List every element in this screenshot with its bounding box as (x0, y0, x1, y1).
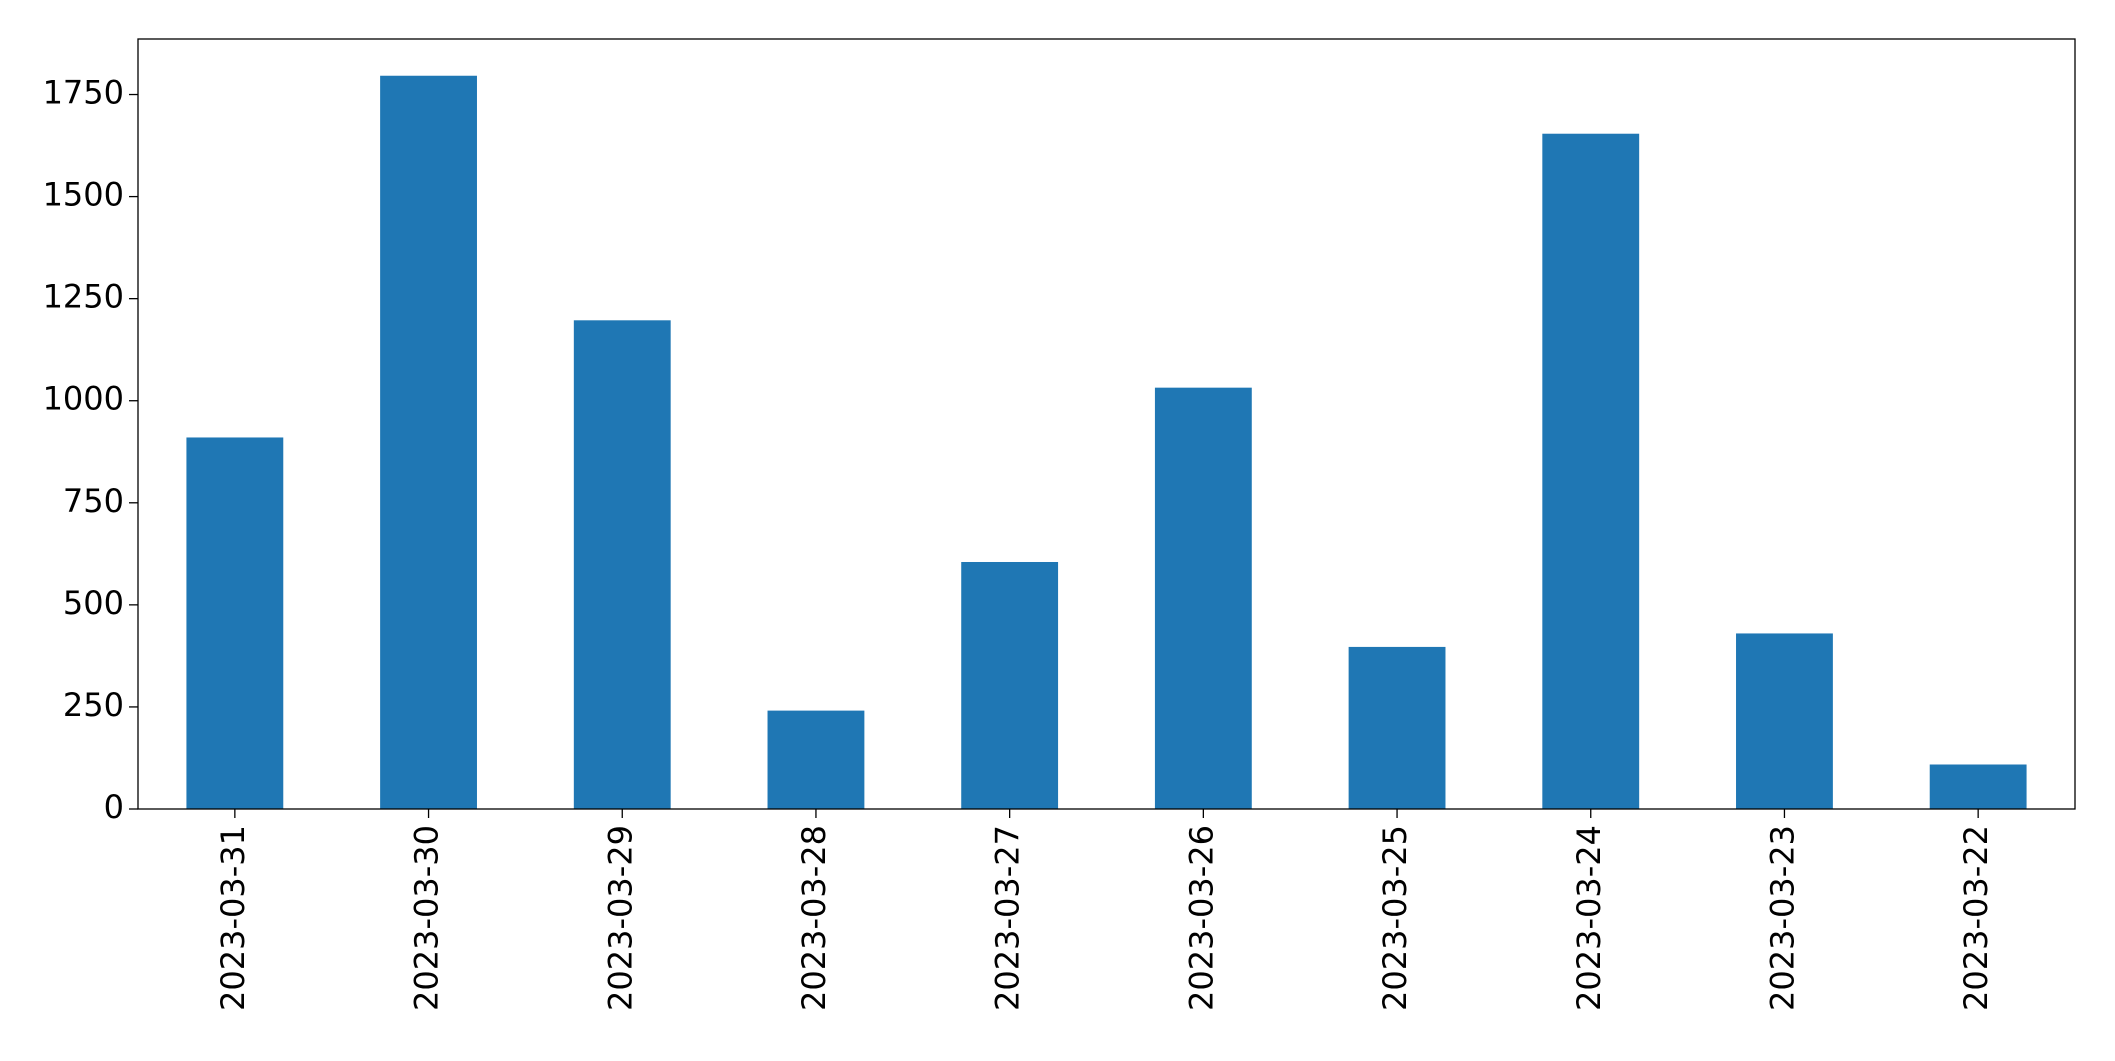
x-tick-label: 2023-03-27 (989, 825, 1027, 1011)
x-tick-label: 2023-03-23 (1763, 825, 1801, 1011)
x-tick-label: 2023-03-31 (214, 825, 252, 1011)
plot-frame (137, 38, 2076, 810)
x-tick-label: 2023-03-28 (795, 825, 833, 1011)
x-tick-label: 2023-03-22 (1957, 825, 1995, 1011)
y-tick-label: 0 (104, 788, 124, 826)
y-tick-label: 250 (63, 686, 124, 724)
bar (1154, 387, 1252, 809)
x-tick-label: 2023-03-25 (1376, 825, 1414, 1011)
x-tick-label: 2023-03-29 (601, 825, 639, 1011)
bar (380, 75, 477, 809)
bar (1348, 646, 1446, 809)
y-tick-label: 500 (63, 584, 124, 622)
y-tick-label: 1750 (43, 74, 124, 112)
y-tick-label: 1500 (43, 176, 124, 214)
bar (767, 710, 865, 809)
x-tick-label: 2023-03-30 (408, 825, 446, 1011)
bar (1929, 764, 2027, 809)
y-tick-label: 750 (63, 482, 124, 520)
bar (961, 561, 1059, 809)
y-tick-label: 1000 (43, 380, 124, 418)
bar (1736, 633, 1833, 809)
x-tick-label: 2023-03-24 (1570, 825, 1608, 1011)
y-tick-label: 1250 (43, 278, 124, 316)
bar (186, 437, 284, 809)
bar (573, 320, 671, 809)
x-tick-label: 2023-03-26 (1182, 825, 1220, 1011)
bar (1542, 133, 1640, 809)
